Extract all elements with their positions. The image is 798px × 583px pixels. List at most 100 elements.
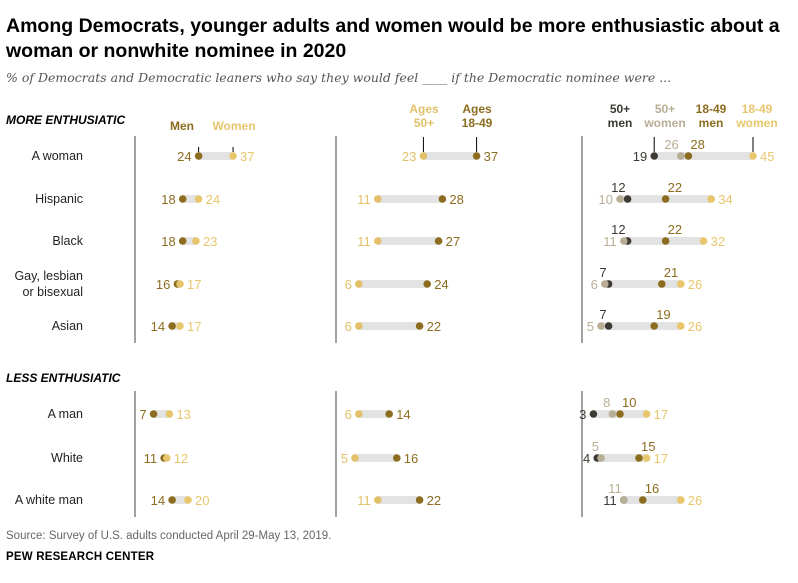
data-label: 17 (187, 319, 201, 334)
data-point (604, 322, 613, 330)
category-label: Hispanic (35, 192, 83, 206)
data-label: 20 (195, 493, 209, 508)
data-point (608, 410, 617, 418)
data-point (650, 322, 658, 330)
legend-label: men (608, 116, 633, 130)
data-label: 32 (711, 234, 725, 249)
data-label: 23 (203, 234, 217, 249)
data-point (229, 152, 237, 160)
data-point (168, 322, 176, 330)
data-point (677, 152, 685, 160)
legend-label: men (699, 116, 724, 130)
data-point (178, 237, 187, 245)
legend-label: 18-49 (696, 102, 727, 116)
chart-title: Among Democrats, younger adults and wome… (6, 15, 780, 62)
data-label: 26 (688, 319, 702, 334)
data-point (415, 496, 424, 504)
category-label: A man (48, 407, 83, 421)
data-point (658, 280, 666, 288)
data-point (351, 454, 359, 462)
data-point (184, 496, 192, 504)
data-point (385, 410, 394, 418)
category-label: Gay, lesbian (14, 269, 83, 283)
legend-label: women (643, 116, 685, 130)
data-label: 11 (357, 234, 371, 249)
category-label: A white man (15, 493, 83, 507)
legend-label: women (735, 116, 777, 130)
data-label: 26 (688, 277, 702, 292)
data-label: 22 (668, 222, 682, 237)
data-point (393, 454, 401, 462)
data-point (677, 496, 685, 504)
data-label: 4 (583, 451, 590, 466)
data-label: 17 (187, 277, 201, 292)
data-label: 26 (664, 137, 678, 152)
data-label: 34 (718, 192, 732, 207)
data-label: 6 (345, 319, 352, 334)
data-point (165, 410, 174, 418)
data-point (194, 195, 203, 203)
data-label: 16 (645, 481, 659, 496)
data-label: 14 (396, 407, 410, 422)
data-point (707, 195, 715, 203)
data-label: 13 (176, 407, 190, 422)
data-point (620, 237, 628, 245)
data-label: 12 (174, 451, 188, 466)
data-point (168, 496, 176, 504)
data-point (635, 454, 643, 462)
data-label: 14 (151, 493, 165, 508)
data-point (639, 496, 647, 504)
data-point (438, 195, 447, 203)
data-label: 11 (608, 481, 622, 496)
data-label: 11 (357, 493, 371, 508)
data-point (419, 152, 428, 160)
data-point (661, 237, 670, 245)
data-label: 15 (641, 439, 655, 454)
data-label: 11 (603, 493, 617, 508)
category-label: A woman (32, 149, 83, 163)
data-point (472, 152, 481, 160)
source-note: Source: Survey of U.S. adults conducted … (6, 530, 332, 542)
data-point (374, 195, 382, 203)
data-point (677, 280, 685, 288)
data-point (597, 454, 605, 462)
section-label: MORE ENTHUSIATIC (6, 113, 125, 127)
data-label: 11 (357, 192, 371, 207)
data-label: 7 (139, 407, 146, 422)
data-label: 24 (434, 277, 448, 292)
category-label: Asian (52, 319, 83, 333)
data-label: 28 (690, 137, 704, 152)
data-label: 28 (449, 192, 463, 207)
data-label: 37 (240, 149, 254, 164)
data-label: 22 (427, 493, 441, 508)
data-point (601, 280, 609, 288)
data-label: 16 (404, 451, 418, 466)
legend-label: 50+ (610, 102, 630, 116)
section-label: LESS ENTHUSIATIC (6, 371, 121, 385)
data-point (650, 152, 658, 160)
data-label: 18 (161, 234, 175, 249)
data-label: 23 (402, 149, 416, 164)
data-label: 19 (633, 149, 647, 164)
category-label: White (51, 451, 83, 465)
legend-label: Men (170, 119, 194, 133)
legend-label: Ages (409, 102, 439, 116)
data-label: 22 (427, 319, 441, 334)
legend-label: 18-49 (462, 116, 493, 130)
data-label: 26 (688, 493, 702, 508)
data-point (616, 195, 624, 203)
data-point (374, 496, 382, 504)
data-point (163, 454, 171, 462)
data-label: 22 (668, 180, 682, 195)
data-point (374, 237, 382, 245)
data-label: 19 (656, 307, 670, 322)
data-point (699, 237, 708, 245)
data-label: 14 (151, 319, 165, 334)
data-point (597, 322, 605, 330)
data-label: 27 (446, 234, 460, 249)
data-point (677, 322, 685, 330)
data-point (434, 237, 443, 245)
data-point (749, 152, 757, 160)
data-point (178, 195, 187, 203)
